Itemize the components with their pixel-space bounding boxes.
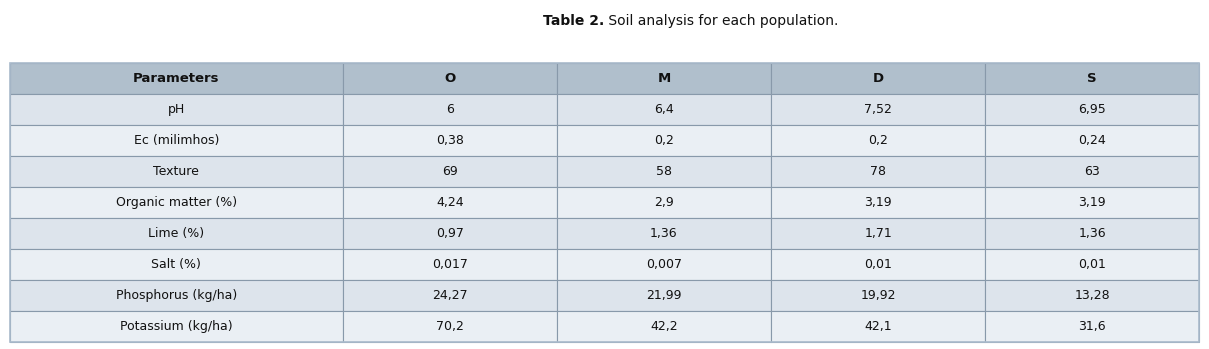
Bar	[343, 63, 557, 94]
Bar	[10, 249, 343, 280]
Text: 6: 6	[446, 103, 453, 116]
Bar	[557, 63, 771, 94]
Text: 3,19: 3,19	[864, 196, 892, 209]
Text: 19,92: 19,92	[861, 289, 896, 302]
Text: 42,2: 42,2	[650, 320, 678, 333]
Bar	[10, 63, 1199, 342]
Text: Salt (%): Salt (%)	[151, 258, 201, 271]
Bar	[557, 125, 771, 156]
Bar	[985, 94, 1199, 125]
Text: 58: 58	[656, 165, 672, 178]
Bar	[343, 187, 557, 218]
Bar	[985, 63, 1199, 94]
Bar	[771, 63, 985, 94]
Bar	[557, 311, 771, 342]
Text: 3,19: 3,19	[1078, 196, 1106, 209]
Text: 2,9: 2,9	[654, 196, 673, 209]
Text: 31,6: 31,6	[1078, 320, 1106, 333]
Bar	[985, 218, 1199, 249]
Text: 7,52: 7,52	[864, 103, 892, 116]
Bar	[10, 94, 343, 125]
Text: Ec (milimhos): Ec (milimhos)	[133, 134, 219, 147]
Bar	[10, 311, 343, 342]
Bar	[343, 94, 557, 125]
Text: O: O	[444, 72, 456, 85]
Bar	[343, 218, 557, 249]
Bar	[985, 280, 1199, 311]
Bar	[10, 156, 343, 187]
Text: 13,28: 13,28	[1075, 289, 1110, 302]
Bar	[10, 63, 343, 94]
Bar	[557, 187, 771, 218]
Text: Phosphorus (kg/ha): Phosphorus (kg/ha)	[116, 289, 237, 302]
Text: M: M	[658, 72, 671, 85]
Text: 6,95: 6,95	[1078, 103, 1106, 116]
Text: 0,007: 0,007	[646, 258, 682, 271]
Text: 0,017: 0,017	[432, 258, 468, 271]
Text: 63: 63	[1084, 165, 1100, 178]
Bar	[771, 125, 985, 156]
Text: S: S	[1087, 72, 1097, 85]
Bar	[343, 125, 557, 156]
Bar	[771, 311, 985, 342]
Text: 0,2: 0,2	[868, 134, 889, 147]
Bar	[343, 280, 557, 311]
Text: Organic matter (%): Organic matter (%)	[116, 196, 237, 209]
Text: 1,36: 1,36	[650, 227, 678, 240]
Bar	[771, 187, 985, 218]
Bar	[343, 249, 557, 280]
Text: 4,24: 4,24	[436, 196, 464, 209]
Text: 1,71: 1,71	[864, 227, 892, 240]
Bar	[985, 156, 1199, 187]
Text: 1,36: 1,36	[1078, 227, 1106, 240]
Bar	[557, 249, 771, 280]
Text: 21,99: 21,99	[647, 289, 682, 302]
Text: 0,38: 0,38	[436, 134, 464, 147]
Bar	[343, 311, 557, 342]
Bar	[10, 187, 343, 218]
Bar	[771, 94, 985, 125]
Text: 6,4: 6,4	[654, 103, 673, 116]
Text: 24,27: 24,27	[432, 289, 468, 302]
Text: Table 2.: Table 2.	[543, 14, 604, 28]
Bar	[557, 94, 771, 125]
Text: 0,01: 0,01	[1078, 258, 1106, 271]
Text: Potassium (kg/ha): Potassium (kg/ha)	[120, 320, 232, 333]
Text: 0,24: 0,24	[1078, 134, 1106, 147]
Bar	[985, 125, 1199, 156]
Text: 0,97: 0,97	[436, 227, 464, 240]
Text: Parameters: Parameters	[133, 72, 220, 85]
Text: pH: pH	[168, 103, 185, 116]
Bar	[10, 218, 343, 249]
Text: 0,01: 0,01	[864, 258, 892, 271]
Bar	[985, 311, 1199, 342]
Text: 78: 78	[870, 165, 886, 178]
Bar	[10, 125, 343, 156]
Bar	[557, 218, 771, 249]
Text: 0,2: 0,2	[654, 134, 673, 147]
Bar	[557, 156, 771, 187]
Text: Soil analysis for each population.: Soil analysis for each population.	[604, 14, 839, 28]
Text: 70,2: 70,2	[436, 320, 464, 333]
Text: Lime (%): Lime (%)	[149, 227, 204, 240]
Bar	[343, 156, 557, 187]
Bar	[557, 280, 771, 311]
Text: Texture: Texture	[154, 165, 199, 178]
Bar	[771, 280, 985, 311]
Text: 42,1: 42,1	[864, 320, 892, 333]
Bar	[985, 187, 1199, 218]
Bar	[771, 218, 985, 249]
Bar	[771, 156, 985, 187]
Bar	[771, 249, 985, 280]
Text: D: D	[873, 72, 884, 85]
Bar	[985, 249, 1199, 280]
Text: 69: 69	[442, 165, 458, 178]
Bar	[10, 280, 343, 311]
